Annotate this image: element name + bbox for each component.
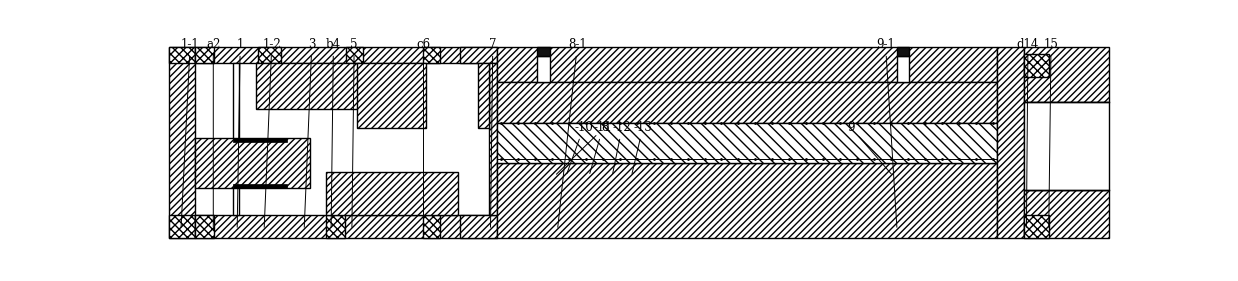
- Bar: [423, 47, 441, 63]
- Bar: [170, 47, 194, 238]
- Text: 9: 9: [847, 121, 891, 174]
- Bar: [170, 215, 194, 238]
- Text: 8: 8: [556, 121, 608, 174]
- Bar: [997, 47, 1024, 238]
- Bar: [498, 82, 997, 123]
- Bar: [194, 47, 214, 63]
- Bar: [498, 47, 997, 82]
- Bar: [478, 63, 489, 128]
- Bar: [1024, 54, 1049, 77]
- Text: b4: b4: [326, 38, 340, 227]
- Text: -12: -12: [613, 121, 631, 173]
- Bar: [898, 47, 910, 56]
- Bar: [1024, 190, 1109, 238]
- Text: -11: -11: [589, 121, 613, 173]
- Text: 1: 1: [236, 38, 244, 227]
- Bar: [898, 56, 910, 82]
- Bar: [258, 47, 281, 63]
- Text: 9-1: 9-1: [877, 38, 896, 227]
- Bar: [233, 138, 287, 142]
- Bar: [461, 215, 498, 238]
- Bar: [461, 47, 498, 63]
- Bar: [498, 163, 997, 238]
- Text: 8-1: 8-1: [558, 38, 587, 227]
- Bar: [489, 63, 498, 215]
- Bar: [1024, 215, 1049, 238]
- Text: 5: 5: [350, 38, 358, 227]
- Bar: [326, 172, 458, 215]
- Bar: [194, 138, 311, 188]
- Text: -13: -13: [633, 121, 652, 173]
- Text: a2: a2: [206, 38, 220, 227]
- Text: 1-1: 1-1: [181, 38, 199, 227]
- Bar: [357, 63, 426, 128]
- Bar: [194, 215, 214, 238]
- Text: 15: 15: [1044, 38, 1058, 227]
- Bar: [498, 123, 997, 163]
- Bar: [194, 47, 498, 63]
- Text: 7: 7: [489, 38, 496, 227]
- Bar: [1024, 102, 1109, 190]
- Bar: [256, 63, 359, 109]
- Bar: [194, 215, 498, 238]
- Bar: [233, 184, 287, 188]
- Bar: [537, 47, 550, 56]
- Bar: [1024, 47, 1109, 102]
- Text: -10: -10: [567, 121, 593, 174]
- Text: d14: d14: [1016, 38, 1039, 227]
- Text: c6: c6: [416, 38, 431, 227]
- Bar: [170, 47, 194, 63]
- Bar: [326, 215, 345, 238]
- Bar: [233, 63, 239, 215]
- Bar: [423, 215, 441, 238]
- Text: 1-2: 1-2: [262, 38, 281, 227]
- Bar: [537, 56, 550, 82]
- Text: 3: 3: [305, 38, 316, 227]
- Bar: [347, 47, 364, 63]
